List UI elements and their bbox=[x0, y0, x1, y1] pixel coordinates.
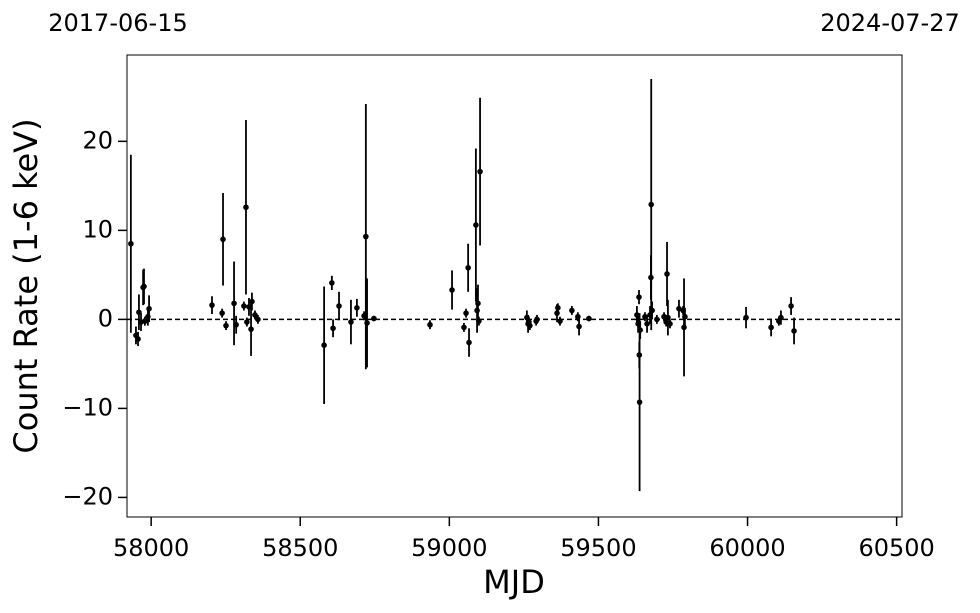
data-point bbox=[231, 300, 237, 307]
plot-frame bbox=[126, 54, 903, 518]
x-tick-label: 59000 bbox=[411, 534, 487, 562]
data-point bbox=[466, 339, 472, 346]
top-left-label: 2017-06-15 bbox=[48, 9, 187, 37]
data-point bbox=[575, 313, 581, 320]
data-point bbox=[427, 321, 433, 328]
data-point bbox=[667, 321, 673, 327]
data-point bbox=[682, 313, 688, 320]
data-point bbox=[636, 399, 643, 405]
data-point bbox=[336, 303, 342, 309]
data-point bbox=[223, 322, 229, 329]
data-point bbox=[665, 314, 671, 321]
data-point bbox=[465, 264, 471, 271]
data-point bbox=[142, 318, 148, 324]
data-point bbox=[361, 313, 367, 319]
data-point bbox=[348, 319, 354, 325]
data-point bbox=[241, 303, 247, 309]
data-point bbox=[146, 305, 152, 312]
data-point bbox=[233, 321, 239, 328]
x-tick-label: 58500 bbox=[262, 534, 338, 562]
x-tick-label: 60500 bbox=[858, 534, 934, 562]
data-point bbox=[569, 307, 575, 314]
data-point bbox=[252, 312, 258, 318]
data-point bbox=[680, 307, 686, 314]
data-point bbox=[330, 325, 336, 332]
data-point bbox=[449, 287, 455, 293]
data-point bbox=[364, 320, 370, 326]
data-point bbox=[768, 324, 774, 331]
y-tick-label: 20 bbox=[82, 126, 113, 154]
data-point bbox=[636, 294, 642, 300]
data-point bbox=[637, 327, 643, 333]
data-point bbox=[475, 300, 481, 307]
data-point bbox=[791, 328, 797, 334]
data-point bbox=[743, 314, 749, 321]
data-point bbox=[219, 310, 225, 316]
data-point bbox=[648, 201, 655, 208]
y-tick-label: 0 bbox=[98, 304, 113, 332]
y-tick-label: 10 bbox=[82, 215, 113, 243]
data-point bbox=[635, 321, 641, 327]
data-point bbox=[557, 318, 563, 324]
data-point bbox=[463, 310, 469, 316]
data-point bbox=[476, 318, 482, 324]
x-tick-label: 60000 bbox=[709, 534, 785, 562]
data-point bbox=[474, 307, 480, 314]
data-point bbox=[654, 316, 660, 323]
data-point bbox=[243, 204, 249, 211]
data-point bbox=[145, 313, 151, 320]
data-point bbox=[649, 307, 655, 314]
data-point bbox=[136, 309, 142, 316]
data-point bbox=[524, 314, 530, 321]
data-point bbox=[249, 298, 255, 305]
data-point bbox=[788, 303, 794, 309]
y-axis-label: Count Rate (1-6 keV) bbox=[7, 118, 45, 453]
data-point bbox=[648, 274, 654, 281]
data-point bbox=[220, 236, 226, 243]
data-point bbox=[354, 305, 360, 311]
data-point bbox=[246, 304, 252, 310]
data-point bbox=[329, 280, 335, 286]
y-tick-label: −20 bbox=[62, 482, 113, 510]
data-point bbox=[634, 312, 640, 318]
x-tick-label: 58000 bbox=[113, 534, 189, 562]
data-point bbox=[636, 352, 643, 358]
data-point bbox=[248, 326, 254, 332]
data-point bbox=[681, 324, 687, 331]
data-point bbox=[527, 322, 533, 329]
data-point bbox=[647, 312, 653, 318]
data-point bbox=[363, 233, 369, 240]
data-point bbox=[555, 305, 561, 311]
data-point bbox=[664, 271, 670, 277]
x-axis-label: MJD bbox=[483, 563, 545, 601]
data-point bbox=[244, 319, 250, 325]
data-point bbox=[371, 315, 377, 322]
x-tick-label: 59500 bbox=[560, 534, 636, 562]
data-point bbox=[473, 222, 479, 228]
data-point bbox=[321, 342, 327, 348]
data-point bbox=[676, 305, 682, 312]
data-point bbox=[477, 168, 483, 175]
data-point bbox=[128, 240, 134, 247]
data-point bbox=[209, 302, 215, 308]
y-tick-label: −10 bbox=[62, 393, 113, 421]
data-point bbox=[554, 310, 560, 316]
data-point bbox=[644, 321, 650, 327]
data-point bbox=[642, 313, 648, 320]
data-point bbox=[141, 283, 147, 290]
data-point bbox=[576, 323, 582, 330]
top-right-label: 2024-07-27 bbox=[820, 9, 959, 37]
data-point bbox=[135, 336, 141, 342]
data-point bbox=[586, 315, 592, 322]
data-point bbox=[534, 316, 540, 323]
data-point bbox=[461, 324, 467, 331]
data-point bbox=[255, 316, 261, 323]
data-point bbox=[778, 314, 784, 321]
